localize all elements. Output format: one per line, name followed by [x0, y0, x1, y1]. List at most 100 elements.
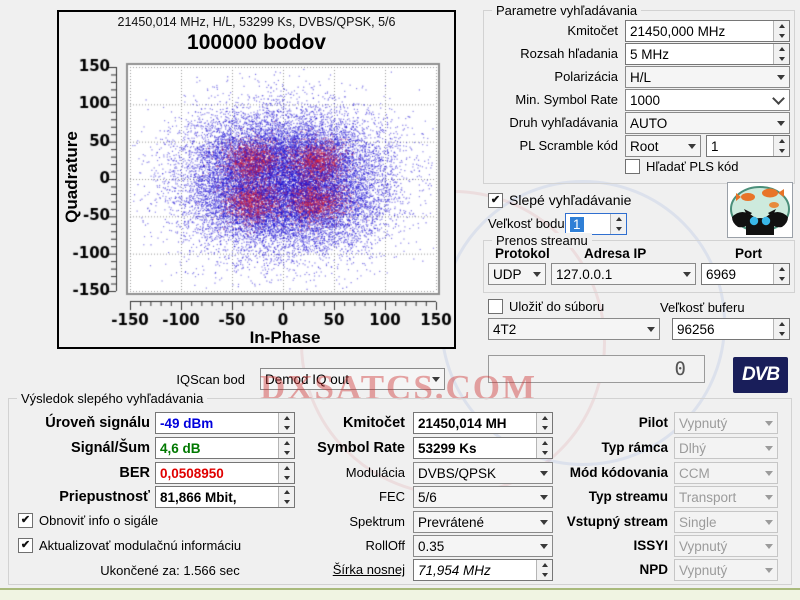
frame-type-value: Dlhý — [679, 440, 707, 456]
results-group-title: Výsledok slepého vyhľadávania — [17, 391, 208, 406]
spin-up-icon[interactable] — [774, 44, 789, 54]
iqscan-select[interactable]: Demod IQ out — [260, 368, 445, 390]
spinner-buttons[interactable] — [278, 487, 294, 507]
progress-digit: 0 — [674, 358, 686, 380]
spin-down-icon[interactable] — [537, 570, 552, 580]
check-icon: ✔ — [20, 539, 31, 551]
refresh-info-checkbox-row[interactable]: ✔ Obnoviť info o sigále — [18, 513, 158, 528]
modulation-select[interactable]: DVBS/QPSK — [413, 462, 553, 484]
search-pls-checkbox-row[interactable]: Hľadať PLS kód — [625, 159, 739, 174]
signal-level-value: -49 dBm — [160, 415, 214, 431]
pilot-value: Vypnutý — [679, 415, 728, 431]
buffer-size-field[interactable]: 96256 — [672, 318, 790, 340]
tuner-frequency-field[interactable]: 21450,014 MH — [413, 412, 553, 434]
spin-down-icon[interactable] — [537, 448, 552, 458]
snr-field[interactable]: 4,6 dB — [155, 437, 295, 459]
blind-search-checkbox[interactable]: ✔ — [488, 192, 503, 208]
carrier-width-field[interactable]: 71,954 MHz — [413, 559, 553, 581]
constellation-title: 100000 bodov — [187, 31, 326, 54]
spin-down-icon[interactable] — [774, 146, 789, 156]
signal-level-field[interactable]: -49 dBm — [155, 412, 295, 434]
polarization-value: H/L — [630, 69, 652, 85]
pl-scramble-mode-select[interactable]: Root — [625, 135, 701, 157]
spin-up-icon[interactable] — [774, 264, 789, 274]
coding-mode-label: Mód kódovania — [569, 465, 668, 480]
search-pls-checkbox[interactable] — [625, 159, 640, 174]
refresh-info-label: Obnoviť info o sigále — [39, 513, 159, 528]
aquarium-graphic — [730, 186, 790, 235]
search-range-value: 5 MHz — [630, 46, 670, 62]
chevron-down-icon — [777, 74, 785, 80]
chevron-down-icon — [533, 271, 541, 277]
stream-type-label: Typ streamu — [588, 489, 668, 504]
spin-up-icon[interactable] — [537, 413, 552, 423]
spinner-buttons[interactable] — [773, 264, 789, 284]
spinner-buttons[interactable] — [536, 413, 552, 433]
spin-up-icon[interactable] — [774, 319, 789, 329]
spin-up-icon[interactable] — [774, 21, 789, 31]
save-to-file-checkbox[interactable] — [488, 299, 503, 314]
spin-down-icon[interactable] — [611, 224, 626, 234]
frequency-field[interactable]: 21450,000 MHz — [625, 20, 790, 42]
ip-header: Adresa IP — [584, 246, 647, 261]
carrier-width-label[interactable]: Šírka nosnej — [332, 562, 405, 577]
spinner-buttons[interactable] — [278, 463, 294, 483]
update-modulation-checkbox-row[interactable]: ✔ Aktualizovať modulačnú informáciu — [18, 538, 241, 553]
spin-up-icon[interactable] — [537, 438, 552, 448]
npd-select: Vypnutý — [674, 559, 778, 581]
search-range-field[interactable]: 5 MHz — [625, 43, 790, 65]
spinner-buttons[interactable] — [773, 319, 789, 339]
ber-field[interactable]: 0,0508950 — [155, 462, 295, 484]
spinner-buttons[interactable] — [773, 44, 789, 64]
refresh-info-checkbox[interactable]: ✔ — [18, 513, 33, 528]
min-symbol-rate-label: Min. Symbol Rate — [515, 92, 618, 107]
spinner-buttons[interactable] — [536, 560, 552, 580]
spinner-buttons[interactable] — [278, 438, 294, 458]
spin-up-icon[interactable] — [537, 560, 552, 570]
file-format-select[interactable]: 4T2 — [488, 318, 660, 340]
throughput-field[interactable]: 81,866 Mbit, — [155, 486, 295, 508]
pl-scramble-code-field[interactable]: 1 — [706, 135, 790, 157]
spectrum-select[interactable]: Prevrátené — [413, 511, 553, 533]
save-to-file-checkbox-row[interactable]: Uložiť do súboru — [488, 299, 604, 314]
spinner-buttons[interactable] — [610, 214, 626, 234]
pl-scramble-code-value: 1 — [711, 138, 719, 154]
port-field[interactable]: 6969 — [701, 263, 790, 285]
min-symbol-rate-value: 1000 — [630, 92, 661, 108]
spinner-buttons[interactable] — [278, 413, 294, 433]
spinner-buttons[interactable] — [773, 21, 789, 41]
polarization-select[interactable]: H/L — [625, 66, 790, 88]
min-symbol-rate-select[interactable]: 1000 — [625, 89, 790, 111]
spin-up-icon[interactable] — [611, 214, 626, 224]
constellation-panel: 21450,014 MHz, H/L, 53299 Ks, DVBS/QPSK,… — [57, 10, 456, 349]
chevron-down-icon — [765, 543, 773, 549]
protocol-select[interactable]: UDP — [488, 263, 546, 285]
rolloff-select[interactable]: 0.35 — [413, 535, 553, 557]
dot-size-field[interactable]: 1 — [565, 213, 627, 235]
spinner-buttons[interactable] — [773, 136, 789, 156]
bottom-panel-edge — [0, 588, 800, 600]
spin-down-icon[interactable] — [774, 329, 789, 339]
buffer-size-label: Veľkosť buferu — [660, 300, 745, 315]
symbol-rate-field[interactable]: 53299 Ks — [413, 437, 553, 459]
fec-select[interactable]: 5/6 — [413, 486, 553, 508]
spin-down-icon[interactable] — [774, 274, 789, 284]
spin-up-icon[interactable] — [774, 136, 789, 146]
polarization-label: Polarizácia — [554, 69, 618, 84]
stream-group-title: Prenos streamu — [492, 233, 592, 248]
spinner-buttons[interactable] — [536, 438, 552, 458]
ip-select[interactable]: 127.0.0.1 — [551, 263, 696, 285]
update-modulation-label: Aktualizovať modulačnú informáciu — [39, 538, 242, 553]
issyi-value: Vypnutý — [679, 538, 728, 554]
blind-search-checkbox-row[interactable]: ✔ Slepé vyhľadávanie — [488, 192, 631, 208]
update-modulation-checkbox[interactable]: ✔ — [18, 538, 33, 553]
chevron-down-icon — [765, 519, 773, 525]
pl-scramble-mode-value: Root — [630, 138, 659, 154]
spin-down-icon[interactable] — [537, 423, 552, 433]
constellation-plot — [59, 52, 456, 346]
search-type-label: Druh vyhľadávania — [509, 115, 618, 130]
search-type-select[interactable]: AUTO — [625, 112, 790, 134]
spin-down-icon[interactable] — [774, 31, 789, 41]
spin-down-icon[interactable] — [774, 54, 789, 64]
finished-in-label: Ukončené za: 1.566 sec — [100, 563, 240, 578]
